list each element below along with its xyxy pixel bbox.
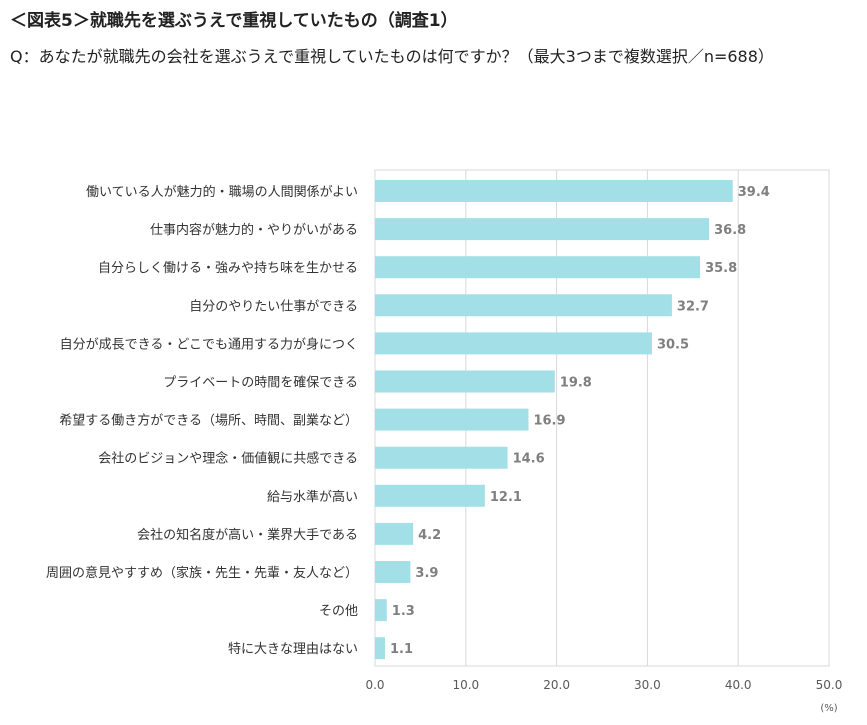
value-label: 16.9 <box>533 414 565 429</box>
bar <box>375 446 508 469</box>
value-label: 1.3 <box>392 604 415 619</box>
x-tick-label: 40.0 <box>725 678 752 692</box>
bar <box>375 522 414 545</box>
value-label: 39.4 <box>738 185 770 200</box>
bar <box>375 332 652 355</box>
bar <box>375 180 733 202</box>
bar <box>375 561 411 583</box>
category-label: 給与水準が高い <box>267 489 358 505</box>
value-label: 32.7 <box>677 299 709 314</box>
bar <box>375 599 387 622</box>
value-label: 35.8 <box>705 261 737 276</box>
value-label: 36.8 <box>714 223 746 238</box>
survey-question: Q：あなたが就職先の会社を選ぶうえで重視していたものは何ですか？（最大3つまで複… <box>10 47 774 66</box>
bar <box>375 218 710 241</box>
bar <box>375 294 672 317</box>
category-label: 希望する働き方ができる（場所、時間、副業など） <box>59 413 358 429</box>
category-label: プライベートの時間を確保できる <box>163 375 358 391</box>
value-label: 30.5 <box>657 337 689 352</box>
bar <box>375 484 485 507</box>
bar <box>375 256 701 279</box>
x-tick-label: 50.0 <box>816 678 843 692</box>
bar <box>375 637 385 660</box>
bar <box>375 408 529 431</box>
value-label: 4.2 <box>418 528 441 543</box>
category-label: 周囲の意見やすすめ（家族・先生・先輩・友人など） <box>46 565 358 581</box>
value-label: 3.9 <box>415 566 438 581</box>
x-tick-label: 30.0 <box>634 678 661 692</box>
value-label: 14.6 <box>513 452 545 467</box>
category-label: その他 <box>319 604 358 619</box>
category-label: 働いている人が魅力的・職場の人間関係がよい <box>86 184 358 200</box>
x-tick-label: 10.0 <box>452 678 479 692</box>
category-label: 特に大きな理由はない <box>228 642 358 657</box>
value-label: 19.8 <box>560 376 592 391</box>
value-label: 12.1 <box>490 490 522 505</box>
unit-label: (%) <box>820 703 837 714</box>
category-label: 自分らしく働ける・強みや持ち味を生かせる <box>98 261 358 276</box>
value-label: 1.1 <box>390 642 413 657</box>
category-label: 会社の知名度が高い・業界大手である <box>137 527 358 543</box>
category-label: 自分のやりたい仕事ができる <box>189 299 358 314</box>
x-tick-label: 20.0 <box>543 678 570 692</box>
category-label: 仕事内容が魅力的・やりがいがある <box>150 222 358 238</box>
category-label: 会社のビジョンや理念・価値観に共感できる <box>98 451 358 467</box>
bar <box>375 370 555 393</box>
x-tick-label: 0.0 <box>365 678 384 692</box>
chart-title: ＜図表5＞就職先を選ぶうえで重視していたもの（調査1） <box>10 11 458 31</box>
category-label: 自分が成長できる・どこでも通用する力が身につく <box>60 336 358 352</box>
